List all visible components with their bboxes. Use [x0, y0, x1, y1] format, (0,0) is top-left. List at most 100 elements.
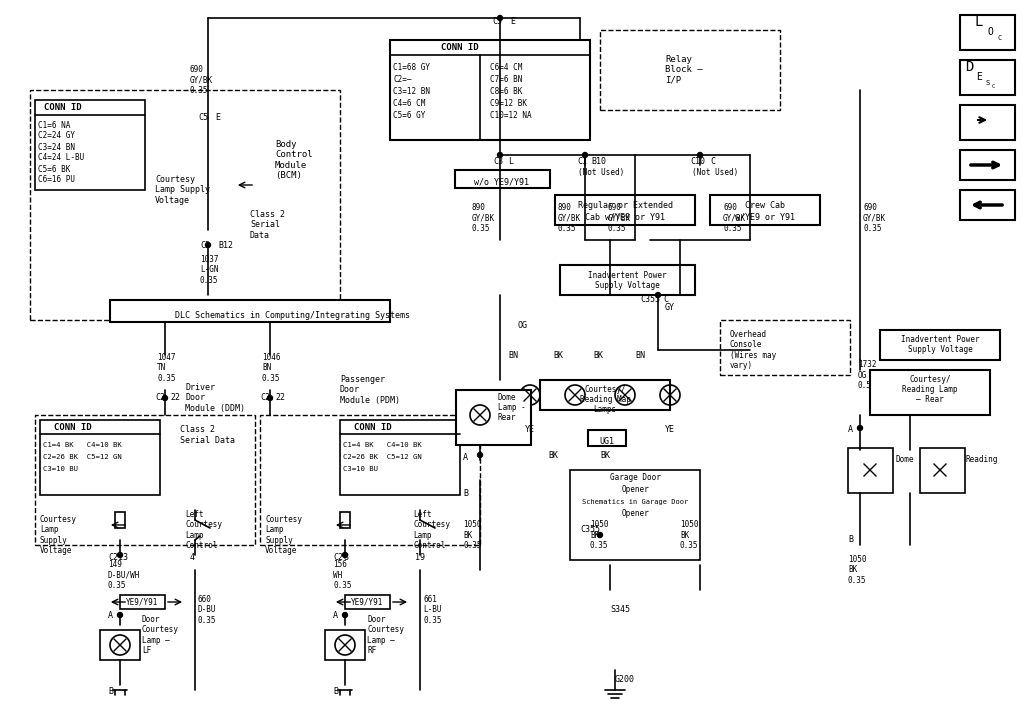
Text: C: C: [663, 296, 668, 304]
Text: B: B: [848, 536, 853, 544]
Text: Dome: Dome: [498, 394, 516, 402]
Text: C4=24 L-BU: C4=24 L-BU: [38, 154, 84, 162]
Bar: [30, 90, 340, 320]
Text: 22: 22: [170, 394, 180, 402]
Text: UG1: UG1: [599, 436, 614, 446]
Text: Reading Lamp: Reading Lamp: [902, 386, 957, 394]
Circle shape: [498, 15, 503, 20]
Text: CONN ID: CONN ID: [54, 423, 92, 433]
Circle shape: [697, 153, 702, 157]
Text: (Not Used): (Not Used): [692, 167, 738, 177]
Text: Relay
Block –
I/P: Relay Block – I/P: [665, 55, 702, 85]
Text: YE: YE: [525, 425, 535, 435]
Circle shape: [597, 533, 602, 537]
Text: 149
D-BU/WH
0.35: 149 D-BU/WH 0.35: [108, 560, 140, 590]
Text: BN: BN: [635, 350, 645, 360]
Text: DLC Schematics in Computing/Integrating Systems: DLC Schematics in Computing/Integrating …: [175, 311, 410, 319]
Text: BK: BK: [593, 350, 603, 360]
Text: 1050
BK
0.35: 1050 BK 0.35: [848, 555, 866, 585]
Text: C2: C2: [108, 554, 118, 562]
Text: Left
Courtesy
Lamp
Control: Left Courtesy Lamp Control: [413, 510, 450, 550]
Bar: [588, 430, 626, 446]
Text: Courtesy
Lamp
Supply
Voltage: Courtesy Lamp Supply Voltage: [40, 515, 77, 555]
Text: Cab w/YE9 or Y91: Cab w/YE9 or Y91: [585, 213, 665, 221]
Text: C5=6 BK: C5=6 BK: [38, 164, 71, 174]
Text: BK: BK: [600, 451, 610, 459]
Text: Dome: Dome: [895, 456, 913, 464]
Bar: [260, 415, 480, 545]
Text: Class 2
Serial Data: Class 2 Serial Data: [180, 425, 234, 445]
Text: 660
D-BU
0.35: 660 D-BU 0.35: [198, 595, 216, 625]
Bar: [848, 448, 893, 493]
Text: Opener: Opener: [622, 485, 649, 495]
Text: (Not Used): (Not Used): [578, 167, 625, 177]
Text: A: A: [108, 611, 113, 619]
Text: 661
L-BU
0.35: 661 L-BU 0.35: [423, 595, 441, 625]
Text: BK: BK: [553, 350, 563, 360]
Text: C5: C5: [492, 17, 502, 27]
Text: Rear: Rear: [498, 414, 516, 423]
Bar: [345, 595, 390, 609]
Text: C1=4 BK   C4=10 BK: C1=4 BK C4=10 BK: [43, 442, 122, 448]
Text: A: A: [848, 425, 853, 435]
Text: E: E: [976, 72, 982, 82]
Text: C6=4 CM: C6=4 CM: [490, 63, 522, 71]
Bar: [390, 40, 590, 140]
Circle shape: [267, 396, 272, 400]
Text: C355: C355: [580, 526, 600, 534]
Bar: [456, 390, 531, 445]
Text: 1047
TN
0.35: 1047 TN 0.35: [157, 353, 175, 383]
Circle shape: [583, 153, 588, 157]
Bar: [455, 170, 550, 188]
Bar: [710, 195, 820, 225]
Text: C3=12 BN: C3=12 BN: [393, 87, 430, 95]
Text: 690
GY/BK
0.35: 690 GY/BK 0.35: [190, 65, 213, 94]
Bar: [325, 630, 365, 660]
Text: B10: B10: [591, 157, 606, 167]
Text: Body
Control
Module
(BCM): Body Control Module (BCM): [275, 140, 312, 180]
Text: Lamp -: Lamp -: [498, 404, 525, 412]
Text: B12: B12: [218, 241, 233, 249]
Text: C2=26 BK  C5=12 GN: C2=26 BK C5=12 GN: [343, 454, 422, 460]
Text: w/YE9 or Y91: w/YE9 or Y91: [735, 213, 795, 221]
Circle shape: [498, 153, 503, 157]
Text: C2: C2: [200, 241, 210, 249]
Bar: [961, 105, 1015, 140]
Bar: [961, 150, 1015, 180]
Bar: [870, 370, 990, 415]
Text: C2=26 BK  C5=12 GN: C2=26 BK C5=12 GN: [43, 454, 122, 460]
Text: C2=—: C2=—: [393, 74, 412, 84]
Text: Courtesy/: Courtesy/: [909, 376, 951, 384]
Text: L: L: [975, 15, 983, 29]
Bar: [340, 420, 460, 495]
Text: 890
GY/BK
0.35: 890 GY/BK 0.35: [558, 203, 582, 233]
Circle shape: [342, 552, 347, 557]
Text: 1037
L-GN
0.35: 1037 L-GN 0.35: [200, 255, 218, 285]
Text: Reading: Reading: [966, 456, 998, 464]
Text: 1732
OG
0.5: 1732 OG 0.5: [858, 360, 877, 390]
Text: C5: C5: [198, 113, 208, 123]
Text: C7=6 BN: C7=6 BN: [490, 74, 522, 84]
Text: C1=68 GY: C1=68 GY: [393, 63, 430, 71]
Text: E: E: [510, 17, 515, 27]
Text: C2: C2: [260, 394, 270, 402]
Text: Courtesy/: Courtesy/: [584, 386, 626, 394]
Bar: [115, 512, 125, 528]
Text: B: B: [333, 688, 338, 696]
Bar: [880, 330, 1000, 360]
Text: Door
Courtesy
Lamp –
LF: Door Courtesy Lamp – LF: [142, 615, 179, 655]
Text: GY: GY: [665, 304, 675, 312]
Text: A: A: [463, 454, 468, 462]
Text: L: L: [508, 157, 513, 167]
Text: YE9/Y91: YE9/Y91: [126, 598, 158, 606]
Text: C3=24 BN: C3=24 BN: [38, 143, 75, 151]
Text: C9=12 BK: C9=12 BK: [490, 99, 527, 107]
Circle shape: [206, 242, 211, 247]
Text: 1050
BK
0.35: 1050 BK 0.35: [463, 520, 481, 550]
Text: 8: 8: [343, 554, 348, 562]
Bar: [961, 60, 1015, 95]
Text: Reading Map: Reading Map: [580, 396, 631, 404]
Text: C4=6 CM: C4=6 CM: [393, 99, 425, 107]
Bar: [560, 265, 695, 295]
Text: D: D: [965, 60, 974, 74]
